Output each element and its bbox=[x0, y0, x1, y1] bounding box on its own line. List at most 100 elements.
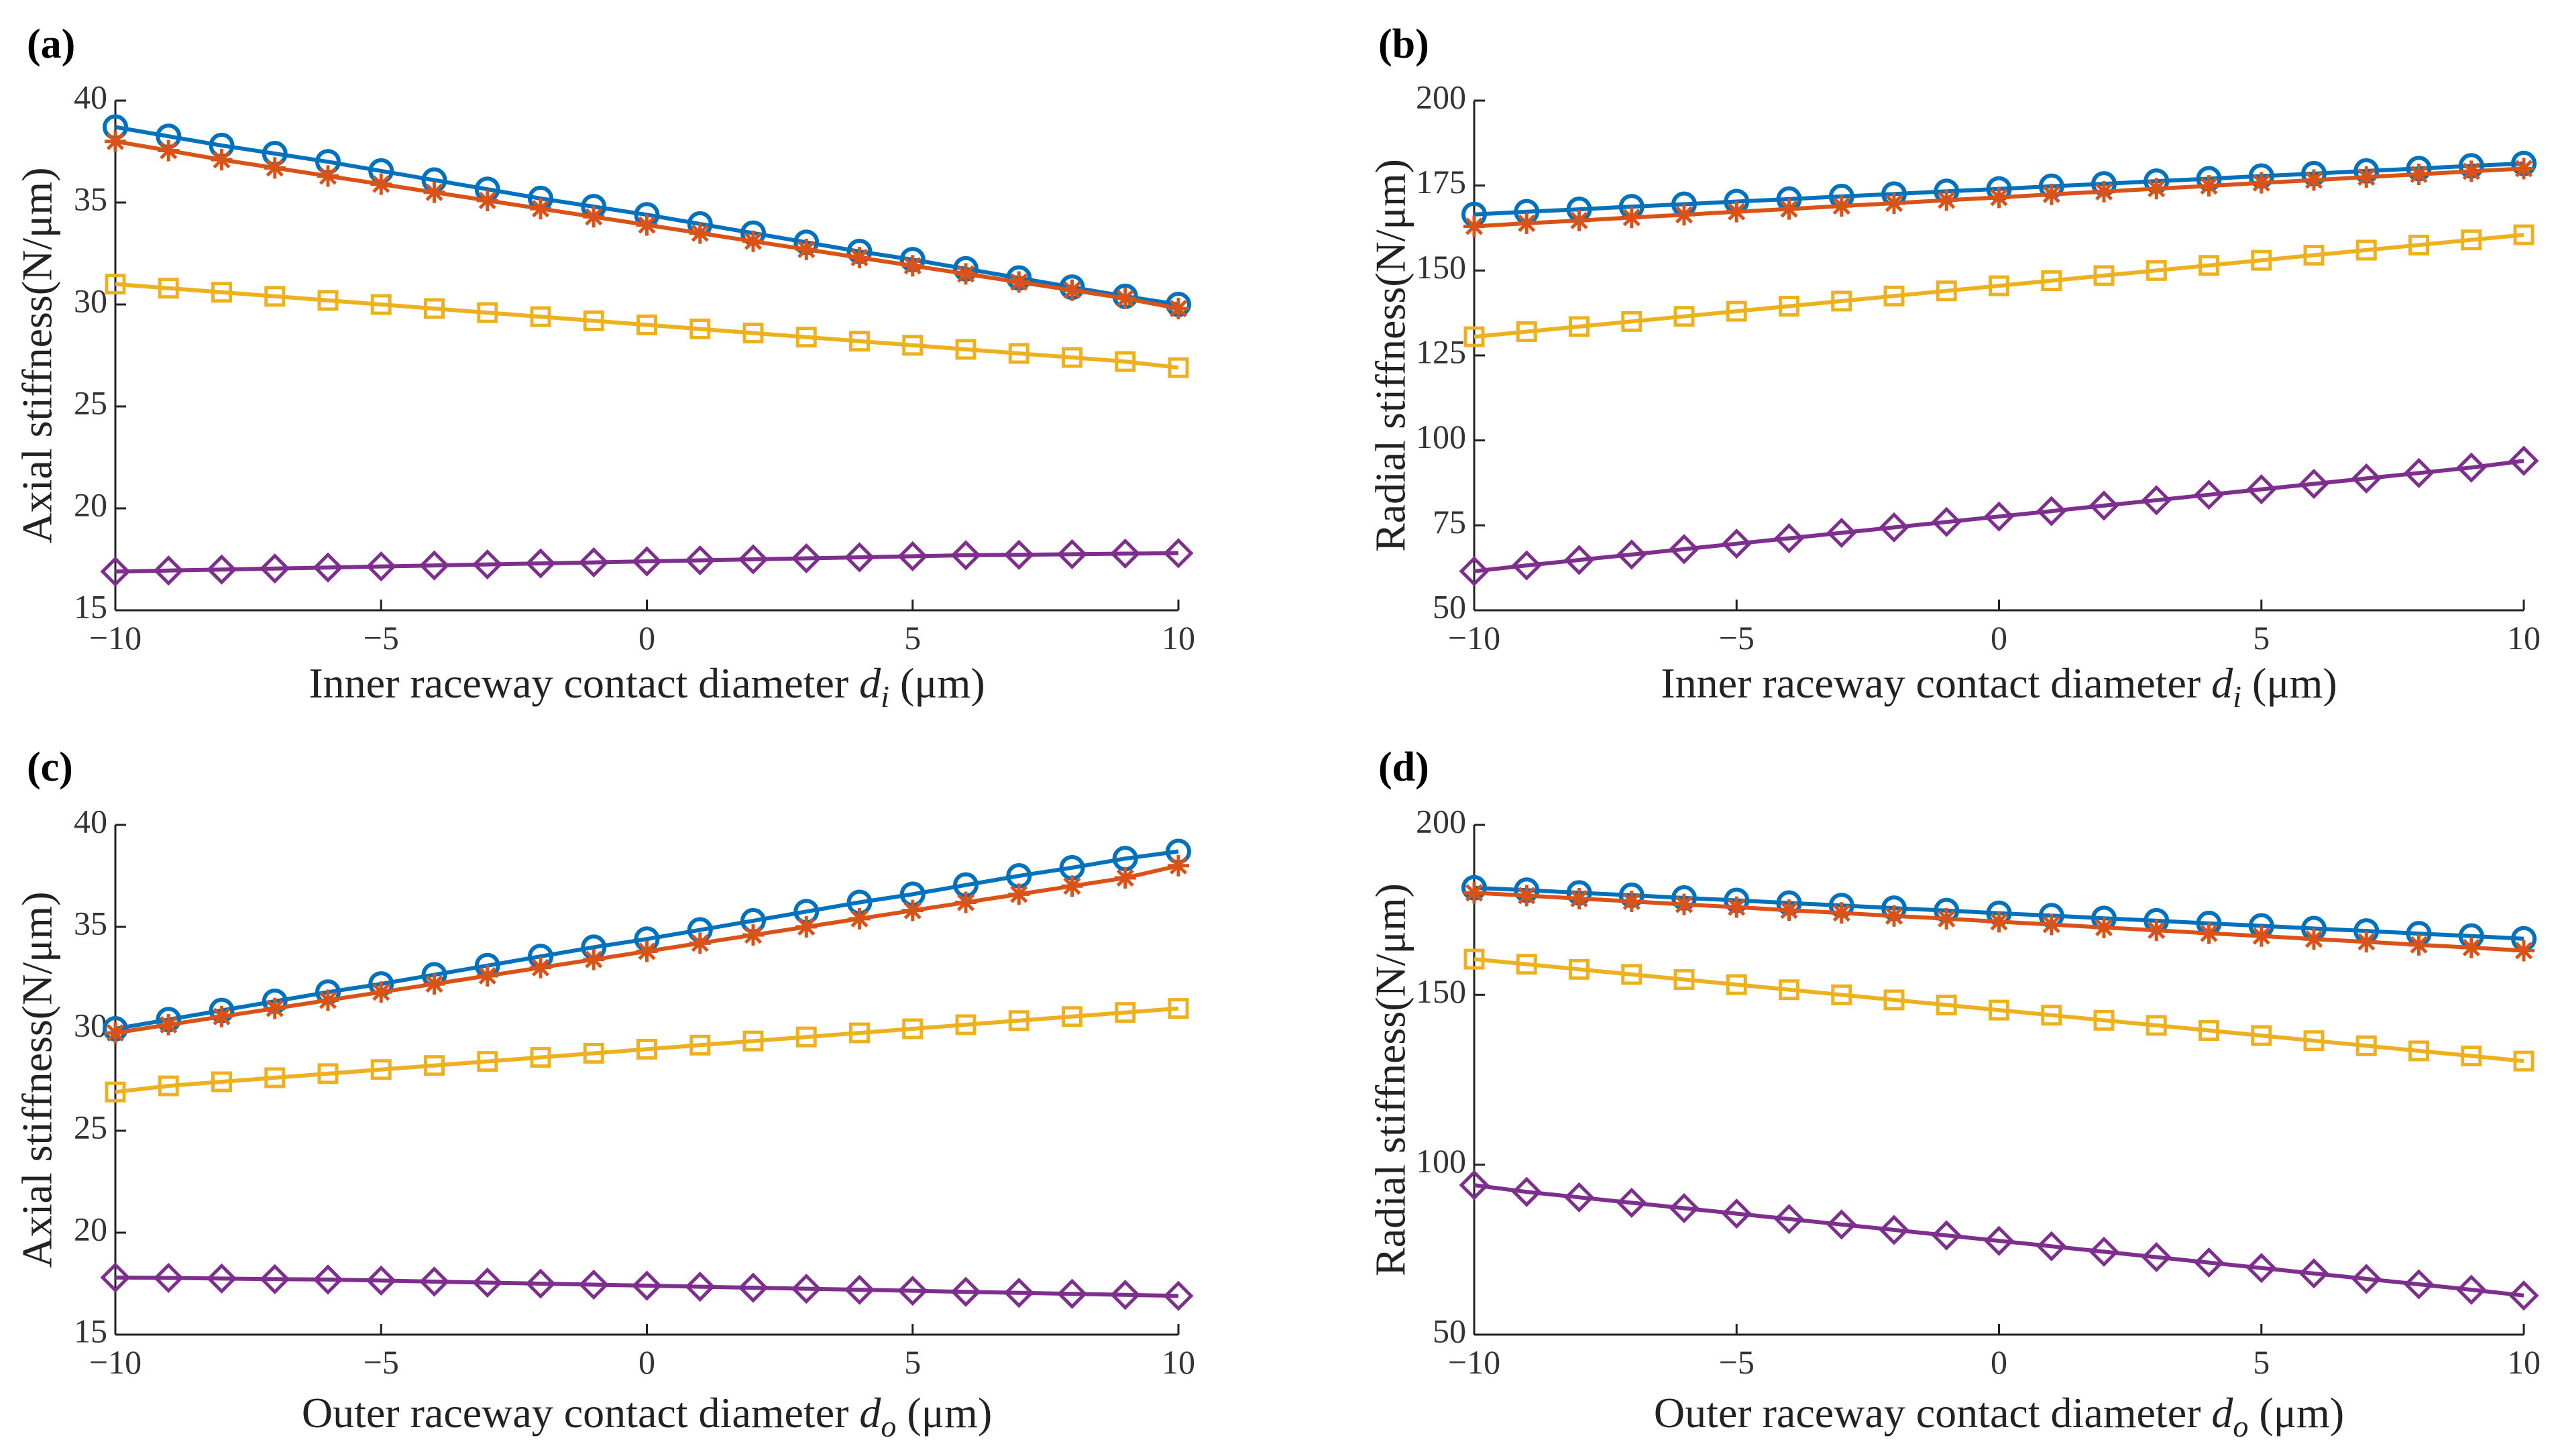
data-point-square bbox=[636, 314, 657, 335]
data-point-diamond bbox=[1056, 539, 1088, 569]
data-point-star bbox=[795, 238, 818, 260]
data-point-diamond bbox=[950, 1276, 981, 1307]
data-point-square bbox=[2199, 1020, 2219, 1042]
data-point-square bbox=[1936, 995, 1957, 1016]
data-point-diamond bbox=[1983, 1225, 2015, 1256]
data-point-diamond bbox=[685, 1272, 716, 1302]
data-point-square bbox=[264, 286, 286, 307]
data-point-diamond bbox=[2089, 1236, 2119, 1267]
data-point-square bbox=[158, 1075, 179, 1097]
data-point-diamond bbox=[2508, 445, 2539, 476]
data-point-diamond bbox=[366, 551, 396, 582]
data-point-square bbox=[1726, 300, 1747, 322]
data-point-star bbox=[1168, 298, 1189, 320]
data-point-diamond bbox=[631, 546, 663, 577]
data-point-diamond bbox=[1931, 1220, 1962, 1251]
x-axis-title-text: Inner raceway contact diameter bbox=[1661, 659, 2211, 707]
data-point-diamond bbox=[472, 549, 503, 580]
data-point-star bbox=[317, 165, 339, 187]
data-point-square bbox=[849, 1022, 870, 1044]
data-point-diamond bbox=[2298, 1258, 2329, 1289]
series-diamond bbox=[1459, 1170, 2539, 1311]
data-point-diamond bbox=[1669, 534, 1700, 565]
data-point-square bbox=[317, 290, 339, 311]
data-point-star bbox=[1673, 893, 1695, 915]
data-point-star bbox=[2460, 160, 2482, 182]
data-point-diamond bbox=[950, 540, 981, 571]
series-star bbox=[1463, 882, 2535, 962]
y-tick-label: 25 bbox=[74, 384, 107, 421]
data-point-square bbox=[2461, 229, 2482, 251]
data-point-square bbox=[795, 1026, 817, 1048]
data-point-star bbox=[264, 997, 286, 1019]
data-point-diamond bbox=[2508, 1280, 2539, 1311]
x-axis-title: Inner raceway contact diameter di (μm) bbox=[309, 659, 985, 714]
data-point-square bbox=[1463, 326, 1485, 347]
data-point-diamond bbox=[738, 1272, 769, 1303]
data-point-square bbox=[1779, 296, 1799, 317]
y-tick-label: 175 bbox=[1416, 163, 1466, 201]
data-point-diamond bbox=[313, 552, 343, 583]
y-axis-title: Radial stiffness(N/μm) bbox=[1367, 883, 1414, 1276]
y-tick-label: 35 bbox=[74, 180, 107, 217]
data-point-star bbox=[1778, 198, 1800, 220]
data-point-diamond bbox=[1826, 1209, 1857, 1240]
data-point-square bbox=[583, 310, 604, 331]
series-line-diamond bbox=[1474, 459, 2524, 573]
data-point-square bbox=[1621, 964, 1643, 985]
data-point-diamond bbox=[2246, 1253, 2277, 1284]
data-point-star bbox=[2408, 163, 2430, 185]
x-axis-title-variable: d bbox=[859, 659, 881, 707]
data-point-square bbox=[317, 1063, 339, 1084]
data-point-diamond bbox=[2351, 1264, 2382, 1294]
data-point-diamond bbox=[100, 556, 131, 587]
data-point-diamond bbox=[2246, 474, 2277, 505]
data-point-square bbox=[105, 274, 126, 295]
x-axis-title-subscript: o bbox=[881, 1409, 896, 1443]
y-tick-label: 35 bbox=[74, 904, 107, 942]
panel-label: (a) bbox=[27, 21, 75, 67]
data-point-star bbox=[1778, 899, 1800, 921]
y-tick-label: 75 bbox=[1433, 503, 1466, 541]
data-point-diamond bbox=[313, 1264, 343, 1295]
data-point-square bbox=[1936, 280, 1957, 302]
data-point-star bbox=[742, 230, 764, 252]
data-point-star bbox=[2513, 940, 2535, 962]
series-diamond bbox=[100, 1262, 1194, 1311]
y-tick-label: 30 bbox=[74, 282, 107, 319]
data-point-square bbox=[1779, 979, 1799, 1001]
data-point-diamond bbox=[2403, 457, 2435, 488]
data-point-star bbox=[1726, 201, 1748, 223]
data-point-star bbox=[955, 263, 977, 285]
data-point-square bbox=[211, 282, 232, 303]
data-point-square bbox=[1569, 958, 1590, 980]
data-point-square bbox=[902, 1018, 924, 1040]
x-tick-label: 0 bbox=[1991, 1343, 2007, 1381]
x-axis-title-text: Outer raceway contact diameter bbox=[302, 1389, 860, 1437]
y-tick-label: 125 bbox=[1416, 333, 1466, 370]
data-point-star bbox=[1568, 887, 1590, 909]
data-point-star bbox=[2408, 934, 2430, 956]
y-tick-label: 20 bbox=[74, 486, 107, 523]
data-point-star bbox=[1883, 192, 1905, 215]
data-point-diamond bbox=[2351, 463, 2382, 494]
y-tick-label: 150 bbox=[1416, 248, 1466, 286]
data-point-star bbox=[1883, 905, 1905, 927]
data-point-square bbox=[2093, 1009, 2115, 1031]
data-point-diamond bbox=[791, 1274, 822, 1304]
data-point-star bbox=[211, 149, 233, 171]
x-tick-label: −10 bbox=[1448, 1343, 1500, 1381]
data-point-star bbox=[105, 1022, 126, 1044]
data-point-square bbox=[1989, 275, 2009, 296]
data-point-star bbox=[2460, 936, 2482, 958]
y-tick-label: 20 bbox=[74, 1210, 107, 1247]
data-point-diamond bbox=[1003, 1278, 1034, 1308]
chart-panel-d: (d) −10 −5 0 5 10 50 100 150 200 Radial stiffness(… bbox=[1367, 744, 2541, 1443]
data-point-star bbox=[742, 924, 764, 946]
data-point-star bbox=[423, 181, 445, 203]
data-point-square bbox=[1008, 1010, 1030, 1031]
data-point-square bbox=[2146, 260, 2167, 281]
data-point-diamond bbox=[1110, 1280, 1141, 1310]
chart-panel-c: (c) −10 −5 0 5 10 15 20 25 30 35 40 Axial stiffness(… bbox=[13, 744, 1195, 1443]
x-tick-label: −5 bbox=[364, 1343, 399, 1381]
